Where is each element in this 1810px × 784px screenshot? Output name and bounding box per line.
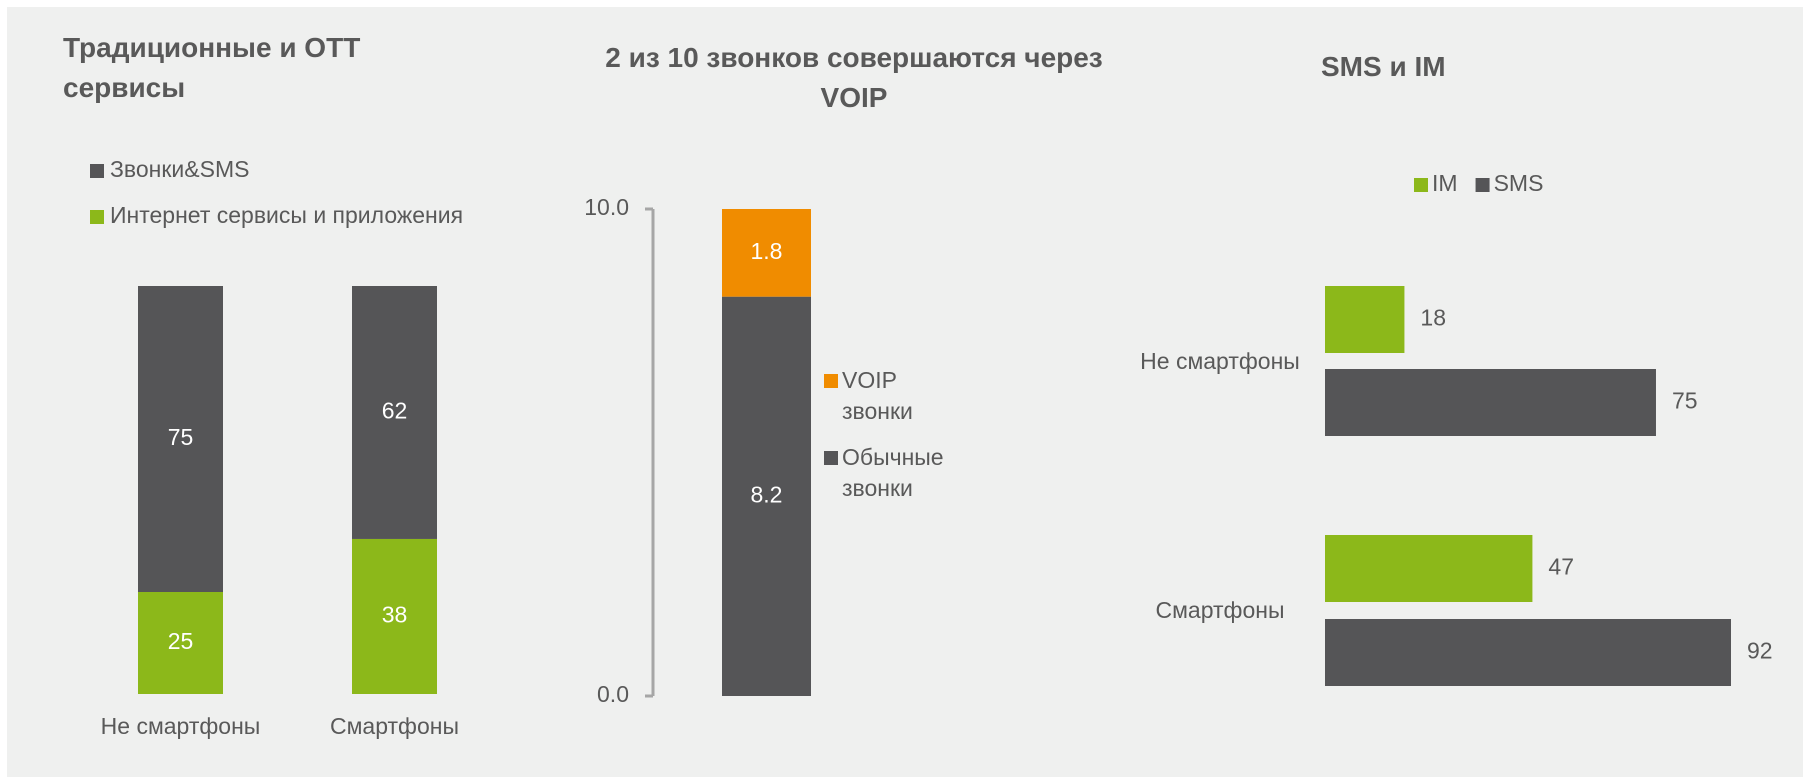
bar [1325,286,1405,353]
y-tick-label: 10.0 [584,194,629,220]
chart-title: Традиционные и OTT сервисы [63,32,361,103]
data-label: 62 [382,398,408,424]
legend-swatch [824,374,838,388]
legend-swatch [1475,178,1490,192]
data-label: 8.2 [751,481,783,507]
y-tick-label: 0.0 [597,681,629,707]
chart-title: SMS и IM [1321,51,1446,82]
legend-swatch [824,451,838,465]
legend-label: Интернет сервисы и приложения [110,202,463,228]
legend-label: Звонки&SMS [110,156,249,182]
bar-segment [722,209,811,297]
legend-label: SMS [1494,170,1544,196]
data-label: 47 [1548,554,1574,580]
bar-segment [352,286,437,539]
bar [1325,369,1656,436]
bar-segment [138,592,223,694]
legend-swatch [90,210,104,224]
data-label: 18 [1420,305,1446,331]
bar-segment [722,296,811,696]
legend-label: IM [1432,170,1458,196]
x-tick-label: Не смартфоны [101,713,261,739]
x-tick-label: Смартфоны [330,713,459,739]
legend-swatch [1414,178,1428,192]
y-tick-label: Не смартфоны [1140,347,1300,374]
bar [1325,619,1731,686]
chart-title: 2 из 10 звонков совершаются через VOIP [605,42,1103,113]
data-label: 25 [168,628,194,654]
bar-segment [352,538,437,694]
data-label: 75 [1672,388,1698,414]
legend-swatch [90,164,104,178]
bar-segment [138,286,223,592]
data-label: 92 [1747,638,1773,664]
data-label: 75 [168,424,194,450]
bar [1325,535,1533,602]
data-label: 1.8 [751,238,783,264]
data-label: 38 [382,602,408,628]
y-tick-label: Смартфоны [1155,597,1285,623]
legend-label: VOIP звонки [842,367,913,424]
legend-label: Обычные звонки [842,444,944,501]
